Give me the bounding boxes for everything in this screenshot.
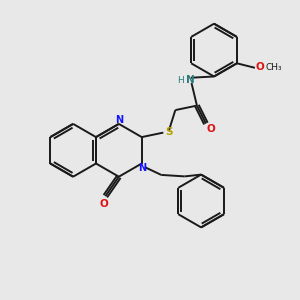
Text: N: N: [138, 163, 146, 173]
Text: N: N: [186, 75, 194, 85]
Text: O: O: [100, 199, 108, 209]
Text: CH₃: CH₃: [265, 63, 282, 72]
Text: H: H: [177, 76, 184, 85]
Text: O: O: [256, 62, 264, 72]
Text: S: S: [165, 127, 172, 137]
Text: N: N: [115, 115, 123, 125]
Text: O: O: [206, 124, 215, 134]
